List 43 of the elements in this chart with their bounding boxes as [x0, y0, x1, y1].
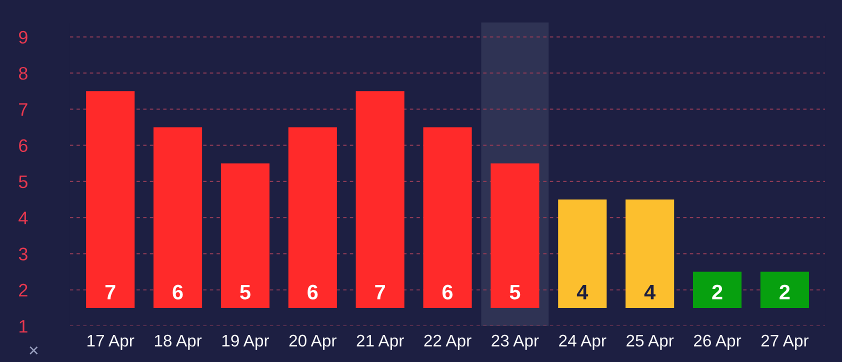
y-tick-label: 4	[18, 212, 28, 224]
data-label: 2	[712, 284, 722, 300]
x-tick-label: 18 Apr	[154, 334, 202, 350]
bar	[626, 200, 674, 308]
bar	[423, 127, 472, 308]
data-label: 5	[240, 284, 250, 300]
data-label: 6	[442, 284, 453, 300]
x-tick-label: 21 Apr	[356, 334, 404, 350]
y-tick-label: 6	[19, 139, 28, 152]
bar	[220, 163, 270, 308]
data-label: 6	[308, 284, 318, 300]
y-tick-label: 2	[19, 284, 28, 296]
bar	[490, 163, 540, 308]
bar	[356, 91, 404, 308]
x-tick-label: 26 Apr	[694, 334, 742, 350]
bar	[558, 200, 607, 308]
data-label: 2	[780, 284, 790, 300]
data-label: 4	[644, 284, 656, 300]
x-tick-label: 27 Apr	[761, 334, 809, 350]
y-tick-label: 9	[19, 30, 28, 44]
y-tick-label: 8	[18, 66, 28, 80]
bar	[288, 127, 337, 308]
x-tick-label: 22 Apr	[424, 334, 472, 350]
y-tick-label: 5	[18, 176, 28, 188]
data-label: 7	[105, 284, 116, 300]
x-tick-label: 19 Apr	[222, 334, 270, 350]
text: ×	[30, 346, 38, 354]
x-tick-label: 20 Apr	[289, 334, 336, 350]
x-tick-label: 24 Apr	[559, 334, 606, 350]
data-label: 6	[172, 284, 183, 300]
bar	[154, 127, 202, 308]
y-tick-label: 1	[20, 320, 28, 333]
x-tick-label: 23 Apr	[492, 334, 539, 350]
x-tick-label: 17 Apr	[88, 334, 134, 350]
data-label: 5	[510, 284, 520, 300]
bar	[692, 272, 742, 308]
data-label: 7	[375, 284, 385, 300]
bar	[86, 91, 135, 308]
y-tick-label: 7	[19, 103, 28, 116]
x-tick-label: 25 Apr	[626, 334, 674, 350]
data-label: 4	[576, 284, 588, 300]
bar	[760, 272, 809, 308]
y-tick-label: 3	[18, 248, 28, 260]
